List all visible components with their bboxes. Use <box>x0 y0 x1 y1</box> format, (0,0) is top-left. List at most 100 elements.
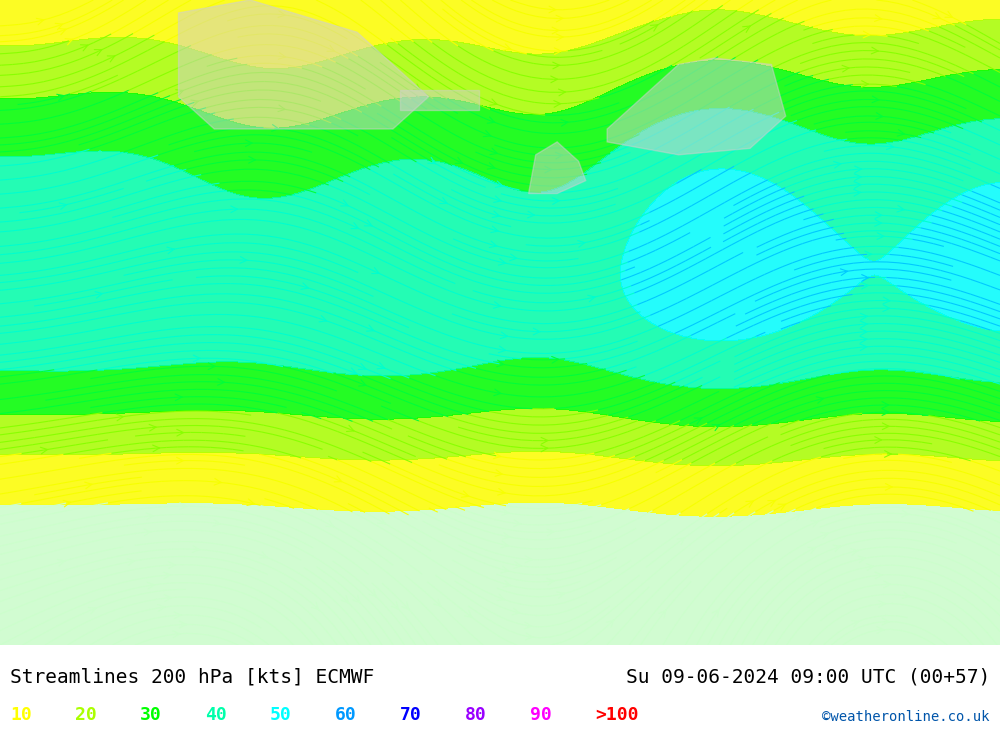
FancyArrowPatch shape <box>514 520 521 526</box>
FancyArrowPatch shape <box>554 48 561 54</box>
FancyArrowPatch shape <box>278 11 285 18</box>
FancyArrowPatch shape <box>588 295 595 302</box>
FancyArrowPatch shape <box>489 241 497 248</box>
FancyArrowPatch shape <box>364 220 372 226</box>
FancyArrowPatch shape <box>875 212 882 218</box>
FancyArrowPatch shape <box>885 484 892 490</box>
Text: >100: >100 <box>595 706 639 724</box>
FancyArrowPatch shape <box>882 409 889 416</box>
Text: 30: 30 <box>140 706 162 724</box>
FancyArrowPatch shape <box>882 618 889 625</box>
FancyArrowPatch shape <box>526 633 533 640</box>
FancyArrowPatch shape <box>883 305 890 312</box>
FancyArrowPatch shape <box>833 545 841 551</box>
FancyArrowPatch shape <box>85 482 92 489</box>
FancyArrowPatch shape <box>311 603 319 610</box>
FancyArrowPatch shape <box>334 476 342 482</box>
FancyArrowPatch shape <box>301 283 308 290</box>
FancyArrowPatch shape <box>191 100 198 106</box>
FancyArrowPatch shape <box>63 501 70 507</box>
FancyArrowPatch shape <box>851 621 859 627</box>
FancyArrowPatch shape <box>174 612 181 619</box>
Text: ©weatheronline.co.uk: ©weatheronline.co.uk <box>822 710 990 724</box>
FancyArrowPatch shape <box>260 552 267 558</box>
FancyArrowPatch shape <box>503 533 510 539</box>
FancyArrowPatch shape <box>945 11 952 18</box>
FancyArrowPatch shape <box>502 509 509 515</box>
FancyArrowPatch shape <box>278 53 286 59</box>
FancyArrowPatch shape <box>861 282 868 289</box>
FancyArrowPatch shape <box>498 259 506 265</box>
FancyArrowPatch shape <box>57 559 65 566</box>
FancyArrowPatch shape <box>746 501 753 507</box>
FancyArrowPatch shape <box>897 130 904 136</box>
FancyArrowPatch shape <box>495 470 502 476</box>
FancyArrowPatch shape <box>95 292 102 298</box>
Polygon shape <box>529 142 586 194</box>
FancyArrowPatch shape <box>413 84 421 90</box>
FancyArrowPatch shape <box>147 583 154 589</box>
FancyArrowPatch shape <box>524 622 531 629</box>
FancyArrowPatch shape <box>434 599 441 606</box>
FancyArrowPatch shape <box>877 233 884 240</box>
FancyArrowPatch shape <box>875 572 882 579</box>
FancyArrowPatch shape <box>842 65 849 72</box>
Polygon shape <box>400 90 479 110</box>
FancyArrowPatch shape <box>249 156 255 163</box>
FancyArrowPatch shape <box>875 437 882 443</box>
FancyArrowPatch shape <box>497 360 504 366</box>
FancyArrowPatch shape <box>743 26 750 32</box>
FancyArrowPatch shape <box>341 200 348 206</box>
FancyArrowPatch shape <box>557 592 564 598</box>
FancyArrowPatch shape <box>164 594 171 601</box>
FancyArrowPatch shape <box>875 220 882 226</box>
FancyArrowPatch shape <box>561 119 568 126</box>
FancyArrowPatch shape <box>553 62 559 69</box>
FancyArrowPatch shape <box>860 321 867 328</box>
FancyArrowPatch shape <box>872 96 879 103</box>
FancyArrowPatch shape <box>491 226 498 232</box>
FancyArrowPatch shape <box>882 423 889 430</box>
Text: Su 09-06-2024 09:00 UTC (00+57): Su 09-06-2024 09:00 UTC (00+57) <box>626 667 990 686</box>
FancyArrowPatch shape <box>377 363 385 369</box>
FancyArrowPatch shape <box>175 394 182 401</box>
Text: 70: 70 <box>400 706 422 724</box>
FancyArrowPatch shape <box>549 6 556 12</box>
FancyArrowPatch shape <box>272 125 279 131</box>
FancyArrowPatch shape <box>862 275 868 281</box>
FancyArrowPatch shape <box>694 418 702 424</box>
FancyArrowPatch shape <box>902 510 909 517</box>
FancyArrowPatch shape <box>359 380 366 386</box>
FancyArrowPatch shape <box>495 181 503 188</box>
FancyArrowPatch shape <box>59 29 66 34</box>
FancyArrowPatch shape <box>465 611 472 617</box>
FancyArrowPatch shape <box>127 559 134 565</box>
FancyArrowPatch shape <box>173 631 180 638</box>
Text: 80: 80 <box>465 706 487 724</box>
Polygon shape <box>179 0 429 129</box>
FancyArrowPatch shape <box>177 457 183 464</box>
FancyArrowPatch shape <box>545 166 551 173</box>
Text: 10: 10 <box>10 706 32 724</box>
FancyArrowPatch shape <box>854 174 861 180</box>
FancyArrowPatch shape <box>493 452 500 459</box>
FancyArrowPatch shape <box>879 600 885 607</box>
FancyArrowPatch shape <box>882 402 889 408</box>
FancyArrowPatch shape <box>877 627 884 633</box>
Text: 90: 90 <box>530 706 552 724</box>
FancyArrowPatch shape <box>552 27 559 34</box>
FancyArrowPatch shape <box>65 39 73 45</box>
FancyArrowPatch shape <box>55 23 63 29</box>
FancyArrowPatch shape <box>501 541 508 548</box>
FancyArrowPatch shape <box>875 15 882 21</box>
FancyArrowPatch shape <box>834 161 841 168</box>
FancyArrowPatch shape <box>854 182 861 188</box>
FancyArrowPatch shape <box>552 198 559 205</box>
FancyArrowPatch shape <box>231 206 238 213</box>
FancyArrowPatch shape <box>808 548 816 553</box>
FancyArrowPatch shape <box>883 297 890 303</box>
FancyArrowPatch shape <box>213 520 220 526</box>
FancyArrowPatch shape <box>527 211 534 218</box>
FancyArrowPatch shape <box>862 81 868 87</box>
FancyArrowPatch shape <box>494 196 501 202</box>
